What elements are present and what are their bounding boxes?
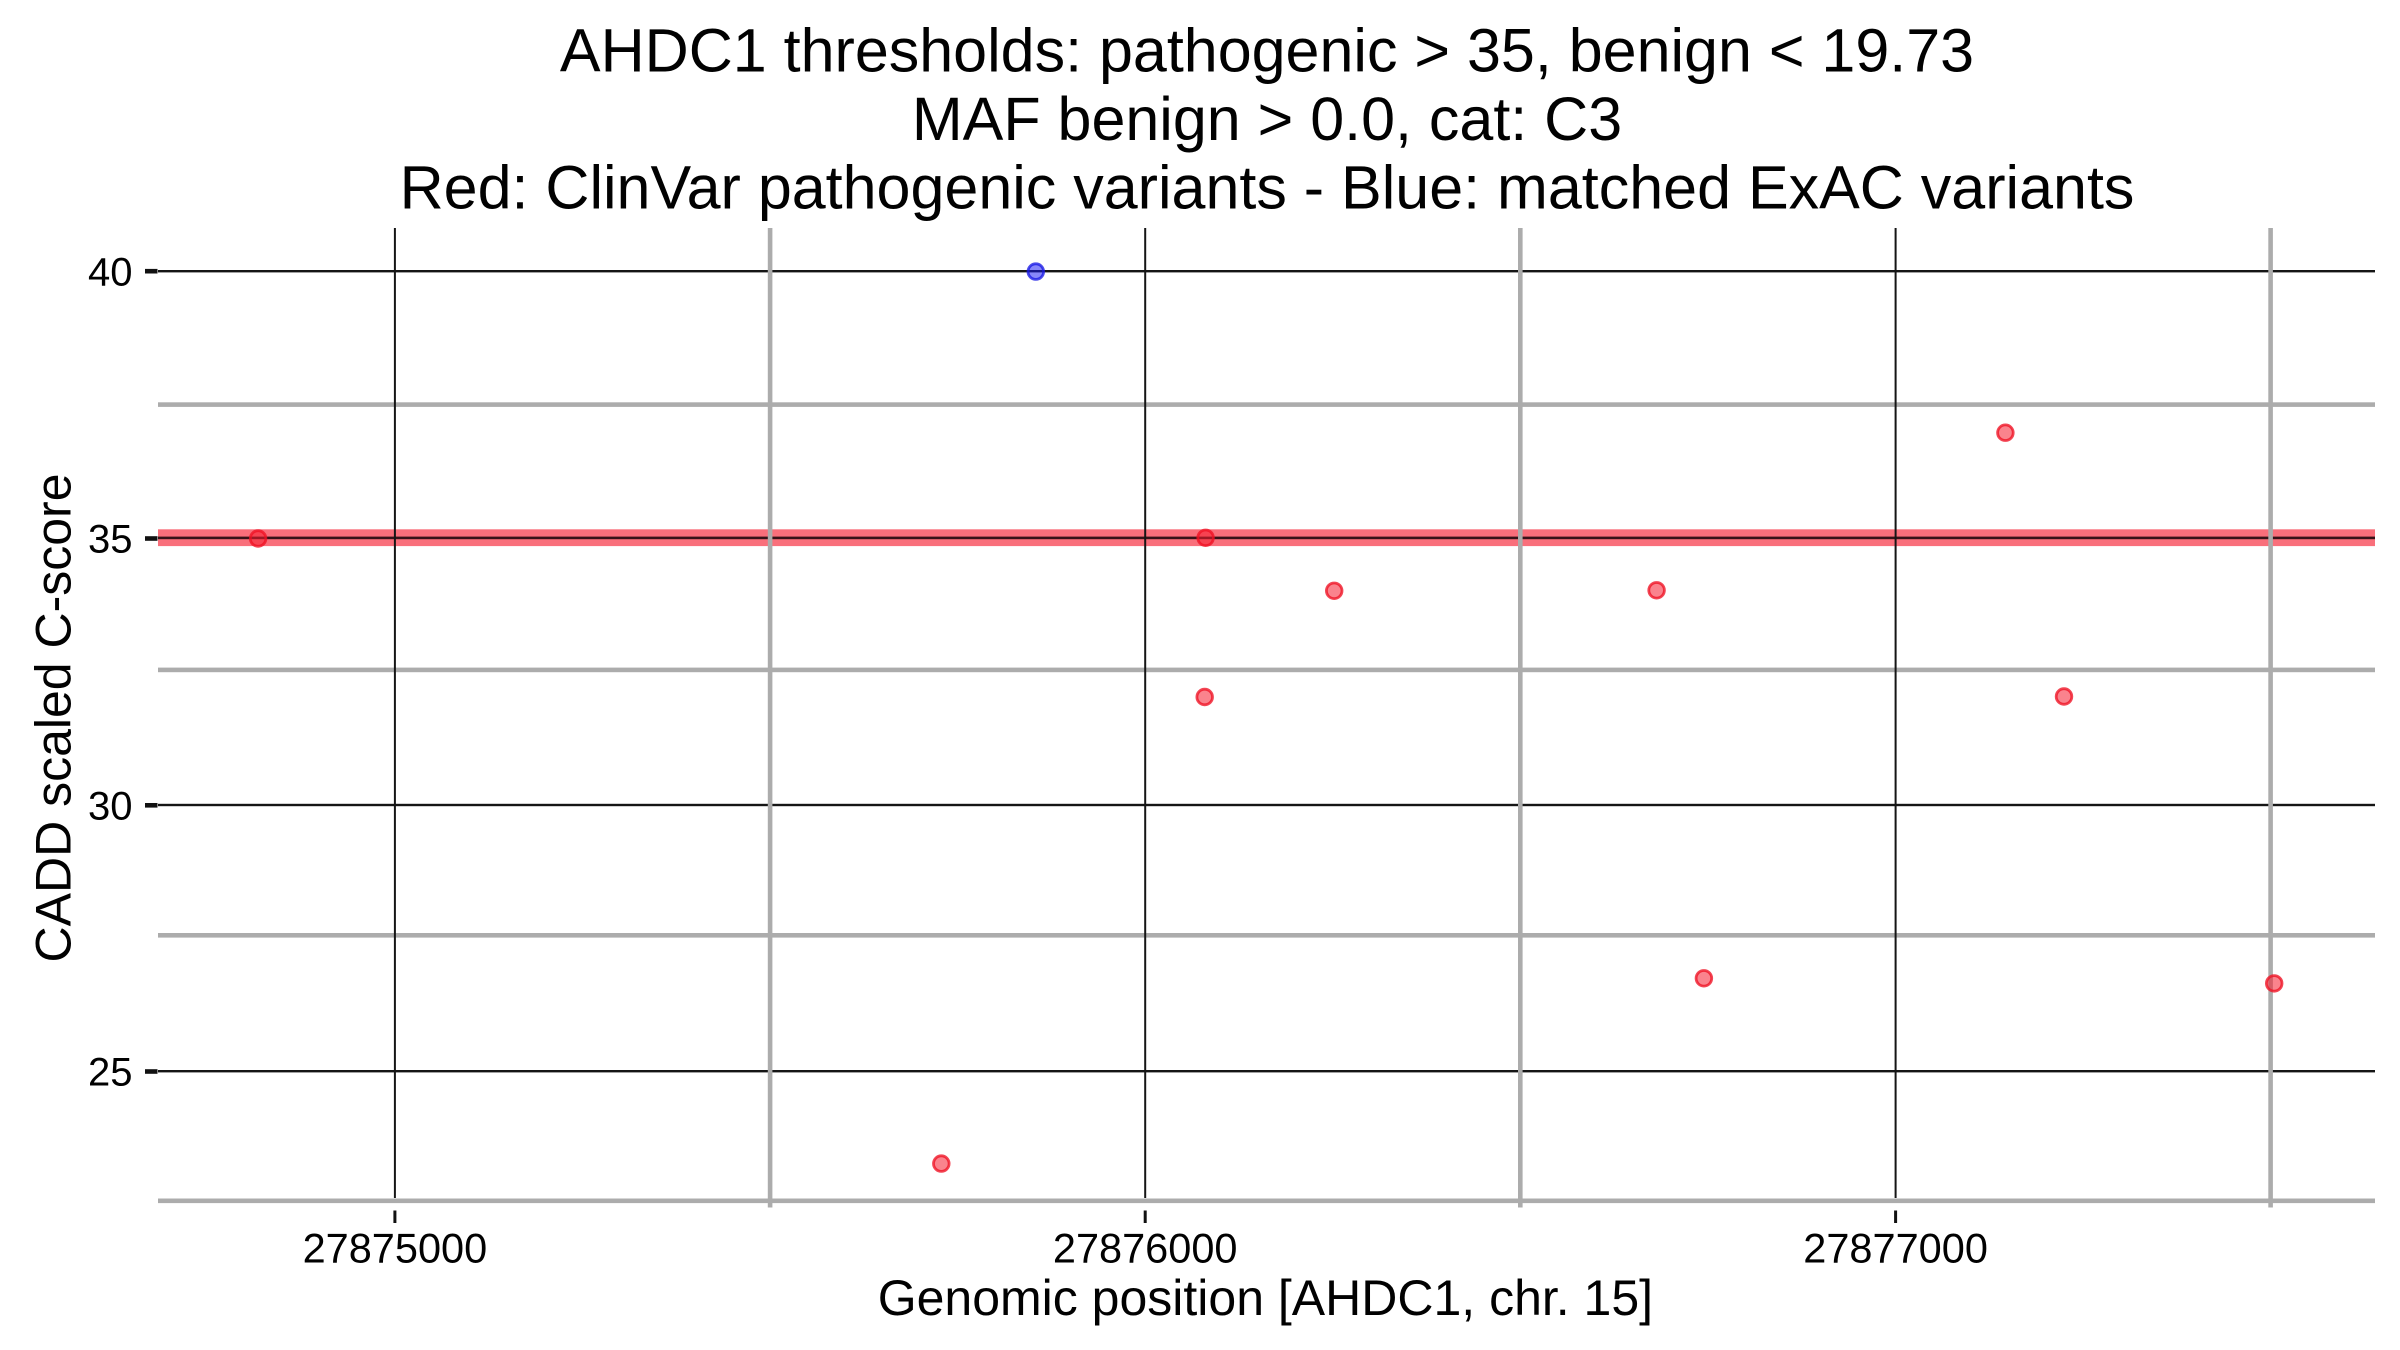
- svg-text:27876000: 27876000: [1053, 1225, 1238, 1272]
- svg-text:30: 30: [88, 784, 133, 828]
- svg-text:27875000: 27875000: [303, 1225, 488, 1272]
- svg-text:35: 35: [88, 518, 133, 562]
- svg-text:CADD scaled C-score: CADD scaled C-score: [26, 473, 82, 962]
- svg-text:Red: ClinVar pathogenic varian: Red: ClinVar pathogenic variants - Blue:…: [400, 154, 2135, 222]
- svg-text:MAF benign > 0.0, cat: C3: MAF benign > 0.0, cat: C3: [912, 85, 1622, 153]
- svg-text:40: 40: [88, 251, 133, 295]
- svg-text:Genomic position [AHDC1, chr.: Genomic position [AHDC1, chr. 15]: [878, 1270, 1653, 1326]
- svg-text:25: 25: [88, 1051, 133, 1095]
- svg-text:27877000: 27877000: [1803, 1225, 1988, 1272]
- svg-text:AHDC1 thresholds: pathogenic >: AHDC1 thresholds: pathogenic > 35, benig…: [560, 17, 1974, 85]
